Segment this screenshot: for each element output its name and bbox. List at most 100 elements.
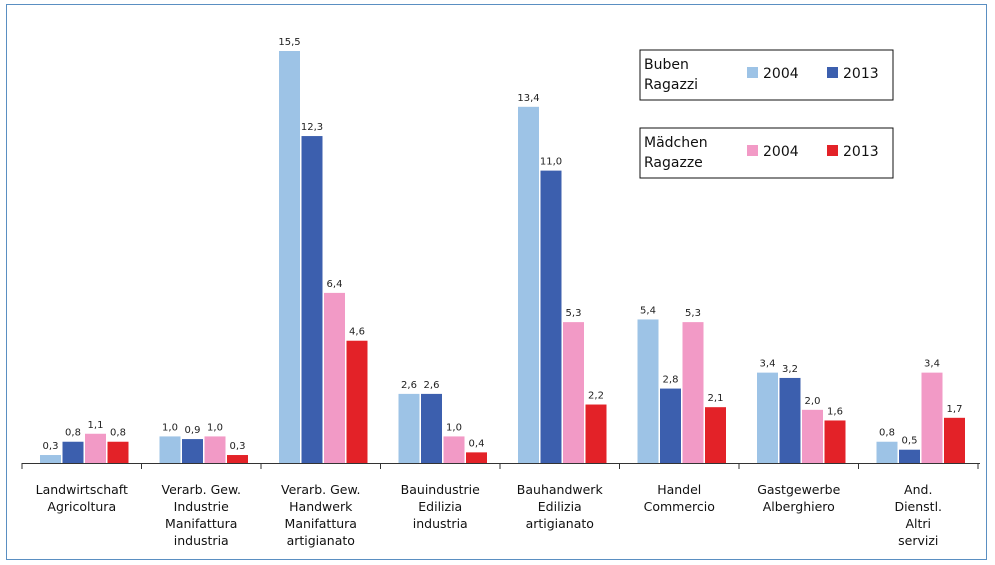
bar-buben-2013-cat3 — [421, 394, 442, 463]
bar-buben-2013-cat6 — [780, 378, 801, 463]
category-label: artigianato — [287, 533, 355, 548]
bar-maedchen-2004-cat7 — [922, 373, 943, 463]
legend-group-title: Ragazzi — [644, 77, 698, 93]
value-label: 6,4 — [327, 279, 343, 290]
bar-buben-2004-cat5 — [638, 319, 659, 463]
bar-buben-2013-cat4 — [541, 171, 562, 463]
value-label: 1,0 — [162, 422, 178, 433]
bar-buben-2004-cat1 — [160, 436, 181, 463]
category-label: Bauhandwerk — [517, 482, 604, 497]
bar-maedchen-2013-cat3 — [466, 452, 487, 463]
bar-maedchen-2013-cat7 — [944, 418, 965, 463]
legend-swatch — [747, 145, 758, 156]
bar-maedchen-2013-cat2 — [347, 341, 368, 463]
category-label: Altri — [905, 516, 931, 531]
bar-maedchen-2004-cat4 — [563, 322, 584, 463]
value-label: 1,1 — [88, 420, 104, 431]
category-label: Handwerk — [289, 499, 353, 514]
value-label: 2,0 — [805, 396, 821, 407]
category-label: Manifattura — [285, 516, 357, 531]
legend-label: 2013 — [843, 66, 879, 82]
category-label: artigianato — [526, 516, 594, 531]
value-label: 0,8 — [879, 428, 895, 439]
value-label: 0,9 — [185, 425, 201, 436]
category-label: Gastgewerbe — [757, 482, 840, 497]
value-label: 0,4 — [469, 438, 485, 449]
category-label: Manifattura — [165, 516, 237, 531]
category-label: And. — [904, 482, 932, 497]
value-label: 15,5 — [278, 37, 300, 48]
value-label: 4,6 — [349, 327, 365, 338]
value-label: 2,6 — [401, 380, 417, 391]
bar-buben-2004-cat4 — [518, 107, 539, 463]
legend-label: 2004 — [763, 144, 799, 160]
value-label: 1,6 — [827, 406, 843, 417]
category-label: Verarb. Gew. — [161, 482, 241, 497]
value-label: 2,6 — [424, 380, 440, 391]
bar-maedchen-2004-cat6 — [802, 410, 823, 463]
bar-maedchen-2013-cat0 — [108, 442, 129, 463]
bar-maedchen-2004-cat1 — [205, 436, 226, 463]
bar-buben-2013-cat0 — [63, 442, 84, 463]
bar-buben-2013-cat1 — [182, 439, 203, 463]
category-label: Landwirtschaft — [36, 482, 128, 497]
legend-swatch — [747, 67, 758, 78]
legend-group-title: Ragazze — [644, 155, 703, 171]
value-label: 5,3 — [685, 308, 701, 319]
legend-swatch — [827, 145, 838, 156]
legend-label: 2013 — [843, 144, 879, 160]
legend-group-title: Mädchen — [644, 135, 708, 151]
bar-buben-2004-cat2 — [279, 51, 300, 463]
legend-group-title: Buben — [644, 57, 689, 73]
category-label: Dienstl. — [894, 499, 942, 514]
value-label: 2,1 — [708, 393, 724, 404]
bar-maedchen-2013-cat4 — [586, 405, 607, 463]
value-label: 11,0 — [540, 157, 562, 168]
bar-buben-2004-cat3 — [399, 394, 420, 463]
bar-maedchen-2004-cat5 — [683, 322, 704, 463]
legend-label: 2004 — [763, 66, 799, 82]
bar-buben-2004-cat0 — [40, 455, 61, 463]
category-label: Verarb. Gew. — [281, 482, 361, 497]
value-label: 2,2 — [588, 391, 604, 402]
bar-maedchen-2013-cat6 — [825, 420, 846, 463]
bar-maedchen-2004-cat0 — [85, 434, 106, 463]
bar-maedchen-2013-cat1 — [227, 455, 248, 463]
value-label: 0,5 — [902, 436, 918, 447]
category-label: Handel — [657, 482, 701, 497]
value-label: 13,4 — [517, 93, 539, 104]
bar-maedchen-2004-cat2 — [324, 293, 345, 463]
value-label: 3,4 — [760, 359, 776, 370]
value-label: 2,8 — [663, 375, 679, 386]
category-label: Bauindustrie — [401, 482, 480, 497]
value-label: 0,3 — [43, 441, 59, 452]
category-label: Edilizia — [418, 499, 462, 514]
category-label: industria — [413, 516, 468, 531]
value-label: 3,2 — [782, 364, 798, 375]
value-label: 1,0 — [446, 422, 462, 433]
value-label: 5,3 — [566, 308, 582, 319]
value-label: 12,3 — [301, 122, 323, 133]
bar-buben-2004-cat7 — [877, 442, 898, 463]
value-label: 3,4 — [924, 359, 940, 370]
category-label: Edilizia — [538, 499, 582, 514]
bar-buben-2013-cat2 — [302, 136, 323, 463]
bar-buben-2013-cat7 — [899, 450, 920, 463]
value-label: 5,4 — [640, 305, 656, 316]
category-label: industria — [174, 533, 229, 548]
value-label: 0,8 — [65, 428, 81, 439]
bar-buben-2004-cat6 — [757, 373, 778, 463]
bar-maedchen-2013-cat5 — [705, 407, 726, 463]
value-label: 1,7 — [947, 404, 963, 415]
category-label: Commercio — [644, 499, 715, 514]
value-label: 0,3 — [230, 441, 246, 452]
bar-buben-2013-cat5 — [660, 389, 681, 463]
category-label: Agricoltura — [47, 499, 116, 514]
value-label: 1,0 — [207, 422, 223, 433]
value-label: 0,8 — [110, 428, 126, 439]
category-label: servizi — [898, 533, 938, 548]
category-label: Industrie — [174, 499, 229, 514]
legend-swatch — [827, 67, 838, 78]
bar-maedchen-2004-cat3 — [444, 436, 465, 463]
